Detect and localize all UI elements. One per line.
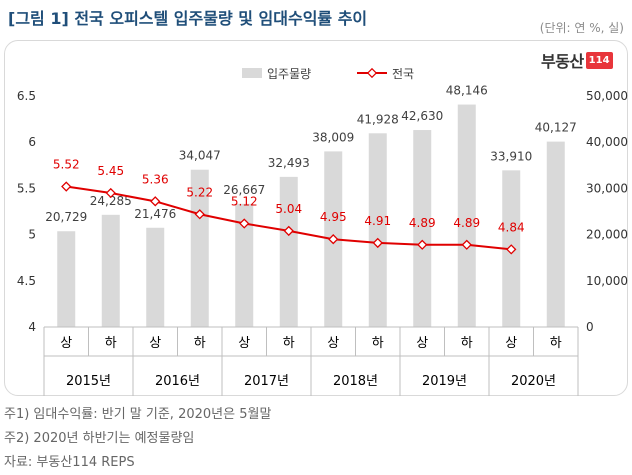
line-point xyxy=(61,181,72,192)
logo-number-badge: 114 xyxy=(585,51,613,69)
bar-value-label: 32,493 xyxy=(268,156,310,170)
x-group-label: 2015년 xyxy=(66,374,111,389)
line-point xyxy=(283,225,294,237)
bar-value-label: 26,667 xyxy=(223,183,265,197)
x-tick-label: 하 xyxy=(283,336,295,351)
x-tick-label: 하 xyxy=(194,336,206,351)
bar-value-label: 24,285 xyxy=(90,194,132,208)
bar xyxy=(101,214,120,327)
page-title: [그림 1] 전국 오피스텔 입주물량 및 임대수익률 추이 xyxy=(8,9,368,28)
bar xyxy=(279,176,298,327)
line-value-label: 4.84 xyxy=(498,220,525,234)
line-point xyxy=(328,234,339,245)
bar-value-label: 20,729 xyxy=(45,210,87,224)
x-group-label: 2020년 xyxy=(511,374,556,389)
line-point xyxy=(194,209,205,220)
line-value-label: 5.22 xyxy=(186,185,213,199)
line-point xyxy=(461,239,472,250)
bar xyxy=(146,227,165,327)
y-left-tick-label: 4 xyxy=(28,320,36,334)
bar xyxy=(368,133,387,327)
legend-swatch-marker xyxy=(366,67,378,79)
bar xyxy=(413,130,432,327)
line-point xyxy=(150,196,161,207)
line-point xyxy=(417,239,428,250)
brand-logo: 부동산 114 xyxy=(541,49,613,71)
y-right-tick-label: 40,000 xyxy=(586,135,628,149)
x-tick-label: 상 xyxy=(60,336,72,351)
chart-axes: 4 4.5 5 5.5 6 6.5 0 10,000 20,000 30,000 40,000 50,… xyxy=(17,89,628,334)
line-value-label: 5.52 xyxy=(53,158,80,172)
x-tick-label: 상 xyxy=(238,336,250,351)
bar-value-label: 42,630 xyxy=(401,109,443,123)
line-point xyxy=(239,218,250,229)
legend-label-line: 전국 xyxy=(392,67,414,81)
line-value-label: 5.04 xyxy=(275,202,302,216)
bar-value-label: 40,127 xyxy=(535,121,577,135)
chart-category-axis: 상 하 상 하 상 하 상 하 상 하 상 하 2015년 2016년 2017년 2018년 2019년 202… xyxy=(43,326,579,396)
y-right-tick-label: 50,000 xyxy=(586,89,628,103)
y-right-tick-label: 30,000 xyxy=(586,181,628,195)
line-point xyxy=(372,237,383,249)
x-tick-label: 하 xyxy=(550,336,562,351)
x-tick-label: 상 xyxy=(149,336,161,351)
unit-label: (단위: 연 %, 실) xyxy=(539,21,624,35)
y-right-tick-label: 20,000 xyxy=(586,228,628,242)
bar-value-label: 34,047 xyxy=(179,149,221,163)
bar-value-label: 33,910 xyxy=(490,149,532,163)
y-left-tick-label: 4.5 xyxy=(17,274,36,288)
line-point xyxy=(506,244,517,255)
x-tick-label: 상 xyxy=(505,336,517,351)
footnote-1: 주1) 임대수익률: 반기 말 기준, 2020년은 5월말 xyxy=(4,407,272,422)
y-right-tick-label: 10,000 xyxy=(586,274,628,288)
bar-value-label: 41,928 xyxy=(357,112,399,126)
bar xyxy=(457,104,476,327)
line-value-label: 4.91 xyxy=(364,214,391,228)
chart-bars xyxy=(57,104,565,327)
chart: 4 4.5 5 5.5 6 6.5 0 10,000 20,000 30,000 40,000 50,… xyxy=(17,67,628,396)
bar-value-label: 38,009 xyxy=(312,130,354,144)
chart-legend: 입주물량 전국 xyxy=(242,67,414,81)
bar-value-label: 21,476 xyxy=(134,207,176,221)
chart-line-labels: 5.52 5.45 5.36 5.22 5.12 5.04 4.95 4.91 4.89 4.89… xyxy=(53,158,525,235)
y-left-tick-label: 5.5 xyxy=(17,181,36,195)
x-tick-label: 하 xyxy=(105,336,117,351)
y-right-tick-label: 0 xyxy=(586,320,594,334)
logo-brand-text: 부동산 xyxy=(541,52,584,71)
line-value-label: 5.36 xyxy=(142,172,169,186)
legend-swatch-bars xyxy=(242,68,262,78)
x-group-label: 2018년 xyxy=(333,374,378,389)
line-point xyxy=(105,187,116,199)
bar xyxy=(57,231,76,327)
bar xyxy=(190,169,209,327)
legend-label-bars: 입주물량 xyxy=(267,67,311,81)
y-left-tick-label: 5 xyxy=(28,228,36,242)
x-tick-label: 하 xyxy=(372,336,384,351)
x-tick-label: 상 xyxy=(327,336,339,351)
chart-line xyxy=(61,181,517,255)
x-group-label: 2017년 xyxy=(244,374,289,389)
bar xyxy=(235,203,254,327)
bar-value-label: 48,146 xyxy=(446,84,488,98)
x-group-label: 2019년 xyxy=(422,374,467,389)
line-value-label: 5.12 xyxy=(231,195,258,209)
footnote-2: 주2) 2020년 하반기는 예정물량임 xyxy=(4,431,195,446)
line-value-label: 4.95 xyxy=(320,210,347,224)
line-value-label: 5.45 xyxy=(97,164,124,178)
x-group-label: 2016년 xyxy=(155,374,200,389)
x-tick-label: 상 xyxy=(416,336,428,351)
source-note: 자료: 부동산114 REPS xyxy=(4,455,135,470)
y-left-tick-label: 6.5 xyxy=(17,89,36,103)
x-tick-label: 하 xyxy=(461,336,473,351)
bar xyxy=(546,141,565,327)
line-value-label: 4.89 xyxy=(453,216,480,230)
line-value-label: 4.89 xyxy=(409,216,436,230)
y-left-tick-label: 6 xyxy=(28,135,36,149)
